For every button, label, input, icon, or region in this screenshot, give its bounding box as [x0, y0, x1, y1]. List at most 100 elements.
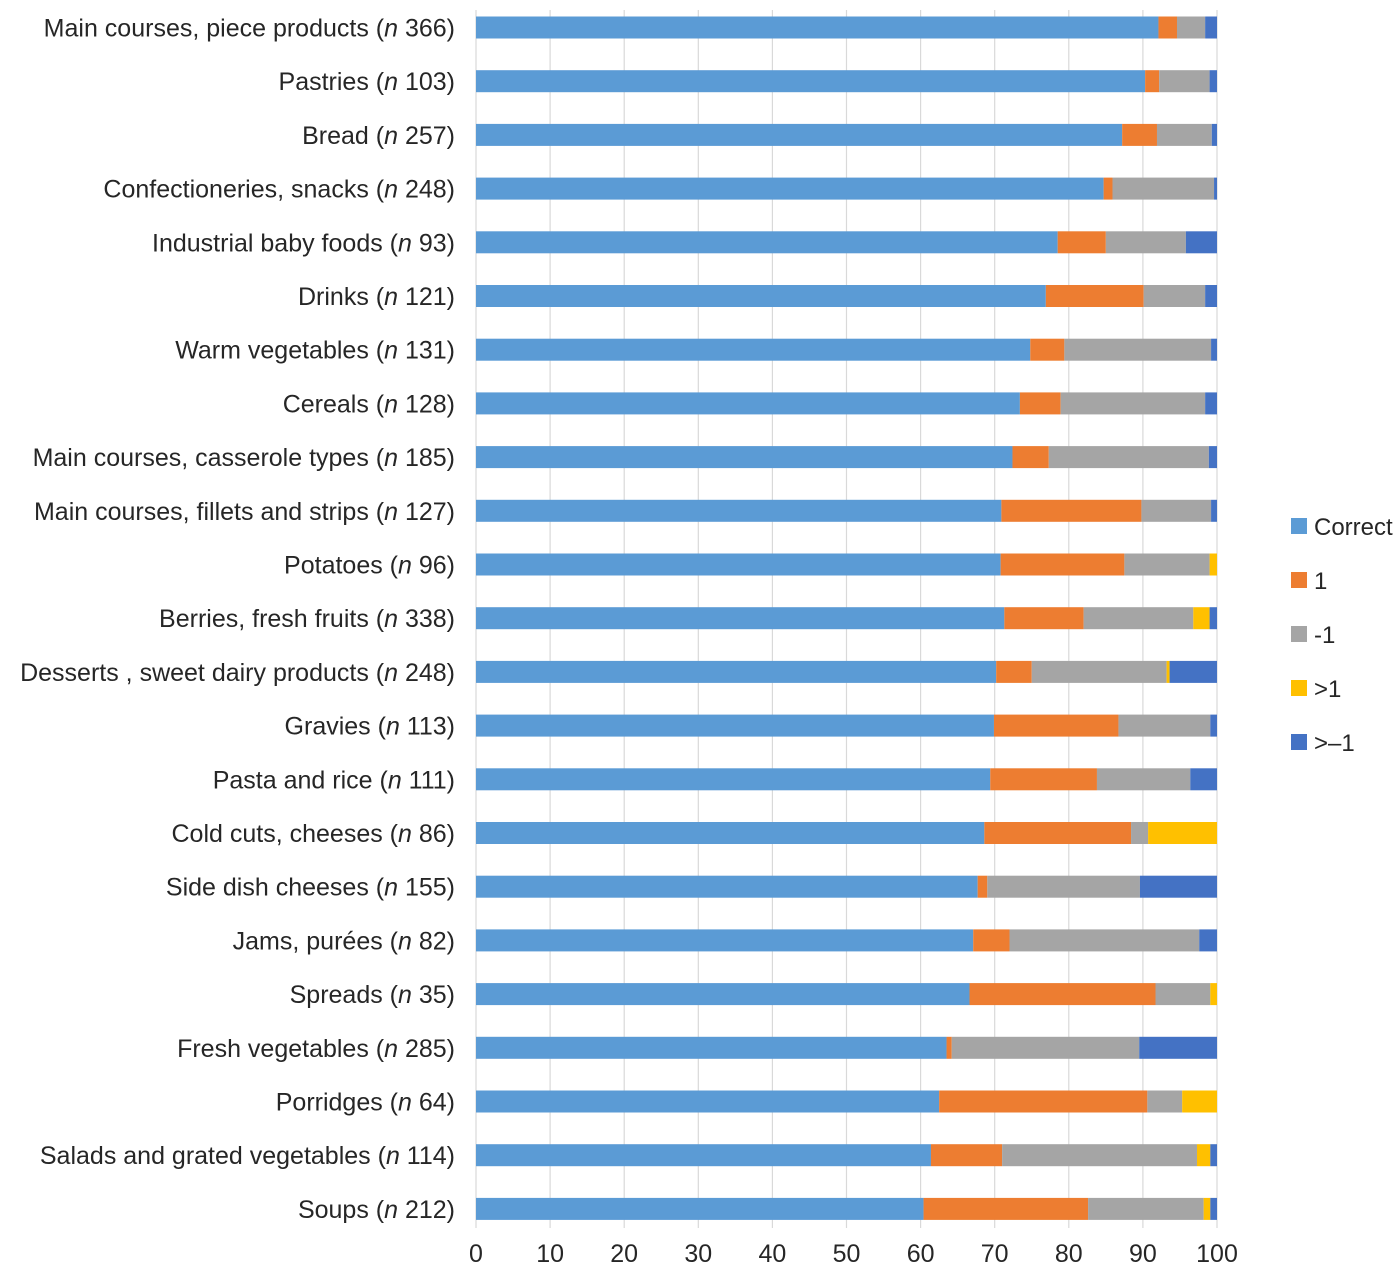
- bar-segment: [1210, 1144, 1217, 1167]
- legend-label: >–1: [1314, 730, 1355, 757]
- bar-segment: [1199, 929, 1217, 952]
- bar-segment: [1141, 499, 1212, 522]
- bar-segment: [1030, 338, 1065, 361]
- bar-segment: [1009, 929, 1200, 952]
- bar-segment: [990, 768, 1097, 791]
- bar-segment: [1118, 714, 1211, 737]
- bar-segment: [987, 875, 1140, 898]
- bar-segment: [1210, 983, 1217, 1006]
- bar-segment: [1002, 1144, 1197, 1167]
- bar-segment: [977, 875, 988, 898]
- bar-segment: [1001, 499, 1142, 522]
- x-tick-label: 60: [907, 1240, 935, 1268]
- bar-segment: [1145, 70, 1160, 93]
- bar-segment: [1211, 499, 1217, 522]
- bar-segment: [1185, 231, 1217, 254]
- bar-segment: [476, 875, 978, 898]
- x-tick-label: 30: [684, 1240, 712, 1268]
- x-axis-ticks: 0 10 20 30 40 50 60 70 80 90 100: [469, 1240, 1238, 1268]
- bar-segment: [1124, 553, 1210, 576]
- category-label: Fresh vegetables (n 285): [177, 1035, 455, 1063]
- legend-label: -1: [1314, 622, 1335, 649]
- category-label: Main courses, fillets and strips (n 127): [34, 498, 455, 526]
- bar-segment: [1096, 768, 1191, 791]
- bar-segment: [1176, 16, 1206, 39]
- bar-segment: [476, 70, 1146, 93]
- category-label: Jams, purées (n 82): [233, 927, 455, 955]
- bar-segment: [1112, 177, 1215, 200]
- bar-segment: [476, 1197, 924, 1220]
- bar-segment: [1205, 392, 1217, 415]
- bar-segment: [1000, 553, 1125, 576]
- bar-segment: [1004, 607, 1084, 630]
- bar-segment: [923, 1197, 1089, 1220]
- legend-label: >1: [1314, 676, 1341, 703]
- category-label: Bread (n 257): [302, 122, 455, 150]
- bar-segment: [1122, 123, 1157, 146]
- bar-segment: [476, 714, 994, 737]
- category-label: Berries, fresh fruits (n 338): [159, 605, 455, 633]
- bar-segment: [973, 929, 1010, 952]
- bar-segment: [1131, 822, 1149, 844]
- category-label: Pasta and rice (n 111): [213, 766, 455, 794]
- bar-segment: [1045, 285, 1144, 307]
- bar-segment: [946, 1036, 952, 1059]
- bar-segment: [476, 1144, 931, 1167]
- x-tick-label: 0: [469, 1240, 483, 1268]
- legend-label: 1: [1314, 568, 1327, 595]
- bar-segment: [476, 660, 997, 683]
- bar-segment: [1210, 1197, 1217, 1220]
- bar-segment: [1083, 607, 1194, 630]
- bar-segment: [1019, 392, 1061, 415]
- bar-segment: [1208, 446, 1217, 469]
- bar-segment: [1182, 1090, 1217, 1113]
- bar-segment: [1147, 1090, 1183, 1113]
- bar-segment: [476, 123, 1123, 146]
- category-label: Potatoes (n 96): [284, 552, 455, 580]
- bar-segment: [1209, 553, 1217, 576]
- x-tick-label: 80: [1055, 1240, 1083, 1268]
- x-tick-label: 70: [981, 1240, 1009, 1268]
- category-label: Warm vegetables (n 131): [175, 337, 455, 365]
- legend-label: Correct: [1314, 514, 1393, 541]
- bar-segment: [951, 1036, 1140, 1059]
- bar-segment: [476, 177, 1104, 200]
- bar-segment: [1057, 231, 1106, 254]
- bar-segment: [1203, 1197, 1211, 1220]
- category-label: Soups (n 212): [298, 1196, 455, 1224]
- bar-segment: [476, 285, 1046, 307]
- bar-segment: [1155, 983, 1211, 1006]
- bar-segment: [476, 768, 991, 791]
- legend-swatch: [1291, 572, 1307, 588]
- category-label: Side dish cheeses (n 155): [166, 874, 455, 902]
- bar-segment: [1103, 177, 1113, 200]
- bar-segment: [1211, 123, 1217, 146]
- category-label: Industrial baby foods (n 93): [152, 229, 455, 257]
- x-tick-label: 20: [610, 1240, 638, 1268]
- bar-segment: [1143, 285, 1206, 307]
- x-tick-label: 100: [1196, 1240, 1238, 1268]
- bar-segment: [476, 983, 970, 1006]
- category-label: Desserts , sweet dairy products (n 248): [20, 659, 455, 687]
- bar-segment: [1166, 660, 1170, 683]
- bar-segment: [1064, 338, 1212, 361]
- bar-segment: [1205, 285, 1217, 307]
- bar-segment: [476, 392, 1020, 415]
- bar-segment: [1193, 607, 1210, 630]
- bar-segment: [984, 822, 1132, 844]
- bar-segment: [1196, 1144, 1211, 1167]
- category-label: Porridges (n 64): [276, 1089, 455, 1117]
- bar-segment: [1209, 607, 1217, 630]
- bar-segment: [1088, 1197, 1204, 1220]
- bar-segment: [1209, 70, 1217, 93]
- bar-segment: [1205, 16, 1217, 39]
- category-label: Drinks (n 121): [298, 283, 455, 311]
- legend: Correct 1 -1 >1 >–1: [1291, 514, 1393, 757]
- category-label: Pastries (n 103): [279, 68, 455, 96]
- bar-segment: [1060, 392, 1206, 415]
- category-label: Main courses, casserole types (n 185): [33, 444, 455, 472]
- bar-segment: [1148, 822, 1217, 844]
- bar-segment: [476, 822, 985, 844]
- category-label: Gravies (n 113): [285, 713, 455, 741]
